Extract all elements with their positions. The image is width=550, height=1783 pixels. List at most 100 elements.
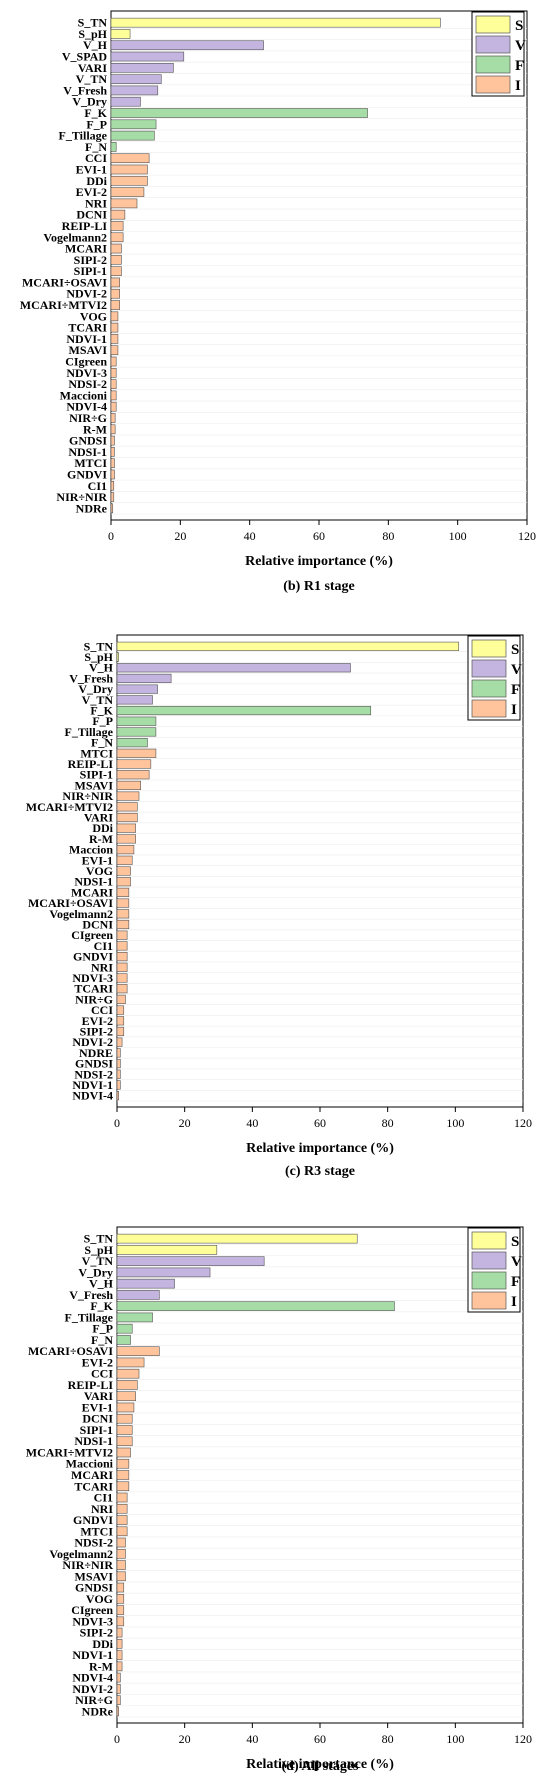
x-tick-label: 100 [446, 1732, 464, 1746]
bar [116, 1323, 133, 1334]
category-label: NRI [91, 1502, 113, 1516]
bar [116, 1256, 265, 1266]
bar [116, 791, 140, 801]
bar [116, 695, 153, 705]
category-label: V_H [89, 1277, 114, 1291]
bar [116, 1627, 123, 1638]
bar [116, 1026, 125, 1037]
category-label: S_TN [84, 639, 114, 653]
bar [116, 1470, 130, 1480]
category-label: GNDVI [73, 1513, 113, 1527]
bar [116, 1091, 119, 1101]
category-label: NRI [91, 960, 113, 974]
bar [116, 652, 119, 662]
legend-label: V [511, 662, 522, 678]
category-label: F_K [84, 106, 107, 120]
x-tick-label: 40 [244, 529, 256, 543]
bar [116, 1436, 133, 1447]
category-label: REIP-LI [68, 1378, 114, 1392]
category-label: NDRe [76, 501, 108, 515]
bar [116, 1560, 126, 1570]
category-label: VOG [86, 1592, 113, 1606]
category-label: DCNI [82, 917, 113, 931]
bar [116, 759, 152, 769]
bar [110, 130, 155, 141]
bar [116, 909, 130, 919]
bar [116, 1537, 126, 1548]
legend-swatch [471, 1231, 507, 1250]
x-tick-label: 40 [246, 1116, 258, 1130]
category-label: GNDSI [75, 1057, 113, 1071]
category-label: NIR÷NIR [56, 490, 107, 504]
legend-swatch [475, 75, 511, 94]
bar [116, 1058, 121, 1069]
bar [110, 401, 117, 412]
bar [116, 855, 133, 865]
category-label: CIgreen [71, 1603, 113, 1617]
category-label: MTCI [80, 746, 113, 760]
bar [110, 187, 145, 197]
category-label: NDVI-3 [72, 1614, 113, 1628]
x-tick-label: 60 [314, 1116, 326, 1130]
bar [110, 29, 131, 39]
bar [110, 63, 174, 73]
category-label: NIR÷NIR [62, 1558, 113, 1572]
bar [110, 390, 117, 401]
category-label: VOG [80, 309, 107, 323]
category-label: TCARI [74, 982, 113, 996]
bar [116, 641, 460, 651]
bar [116, 1503, 128, 1514]
category-label: MCARI [71, 1468, 113, 1482]
category-label: V_Fresh [63, 83, 107, 97]
category-label: F_N [85, 140, 107, 154]
x-tick-label: 0 [114, 1732, 120, 1746]
bar [110, 74, 162, 84]
bar [116, 727, 157, 737]
category-label: GNDSI [69, 434, 107, 448]
category-label: Maccioni [66, 1457, 114, 1471]
bar [116, 1080, 121, 1090]
legend-swatch [471, 679, 507, 698]
bar [116, 802, 138, 812]
category-label: NDVI-1 [72, 1648, 113, 1662]
bar [116, 845, 135, 855]
category-label: F_P [92, 1322, 113, 1336]
category-label: GNDVI [67, 467, 107, 481]
category-label: CIgreen [65, 355, 107, 369]
x-tick-label: 80 [382, 1732, 394, 1746]
panel-caption: (d) All stages [282, 1759, 360, 1774]
category-label: CI1 [88, 479, 107, 493]
x-tick-label: 80 [382, 1116, 394, 1130]
bar [116, 1245, 218, 1255]
category-label: Vogelmann2 [49, 907, 113, 921]
x-axis-title: Relative importance (%) [245, 554, 393, 569]
bar [110, 243, 122, 254]
category-label: VARI [84, 811, 113, 825]
category-label: S_TN [84, 1232, 114, 1246]
legend-swatch [475, 55, 511, 74]
bar [116, 973, 128, 983]
bar [116, 887, 130, 897]
bar [116, 1413, 133, 1424]
category-label: DDi [92, 821, 113, 835]
bar [116, 1335, 131, 1345]
bar [110, 413, 116, 423]
bar [116, 1016, 125, 1026]
category-label: S_pH [78, 27, 107, 41]
category-label: SIPI-2 [80, 1024, 113, 1038]
bar [116, 1571, 126, 1582]
bar [116, 1672, 121, 1683]
bar [116, 823, 136, 833]
category-label: CI1 [94, 1491, 113, 1505]
category-label: SIPI-1 [74, 264, 107, 278]
category-label: V_TN [76, 72, 108, 86]
bar [116, 1594, 125, 1604]
bar [116, 780, 141, 790]
bar [110, 85, 159, 96]
category-label: V_Dry [78, 682, 113, 696]
category-label: MSAVI [69, 343, 108, 357]
category-label: MCARI [65, 242, 107, 256]
category-label: Maccion [69, 843, 113, 857]
legend-label: S [511, 1234, 519, 1250]
category-label: MCARI÷MTVI2 [20, 298, 107, 312]
